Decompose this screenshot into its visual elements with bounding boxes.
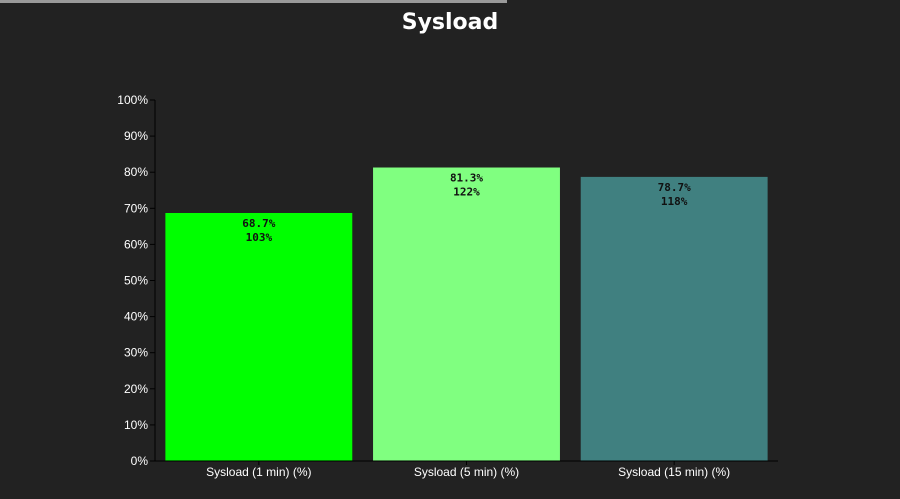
bars-group: 68.7%103% 81.3%122% 78.7%118%	[165, 167, 768, 461]
bar	[165, 212, 353, 461]
y-tick-label: 100%	[117, 93, 148, 107]
y-tick-label: 40%	[124, 310, 148, 324]
x-tick-label: Sysload (15 min) (%)	[618, 465, 730, 479]
y-tick-label: 70%	[124, 201, 148, 215]
bar-secondary-label: 122%	[453, 186, 480, 199]
y-axis: 0% 10% 20% 30% 40% 50% 60% 70% 80% 90% 100%	[117, 93, 156, 468]
bar	[373, 167, 560, 461]
y-tick-label: 30%	[124, 346, 148, 360]
chart-title: Sysload	[401, 10, 499, 35]
y-tick-label: 80%	[124, 165, 148, 179]
bar-secondary-label: 118%	[661, 195, 688, 208]
bar-value-label: 81.3%	[450, 172, 483, 185]
bar-value-label: 68.7%	[242, 217, 275, 230]
y-tick-label: 20%	[124, 382, 148, 396]
x-axis: Sysload (1 min) (%) Sysload (5 min) (%) Sy…	[155, 460, 778, 479]
y-tick-label: 10%	[124, 418, 148, 432]
bar	[580, 176, 768, 461]
x-tick-label: Sysload (5 min) (%)	[414, 465, 519, 479]
bar-secondary-label: 103%	[246, 231, 273, 244]
y-tick-label: 90%	[124, 129, 148, 143]
x-tick-label: Sysload (1 min) (%)	[206, 465, 311, 479]
y-tick-label: 60%	[124, 237, 148, 251]
bar-value-label: 78.7%	[658, 181, 691, 194]
y-tick-label: 50%	[124, 274, 148, 288]
y-tick-label: 0%	[131, 454, 149, 468]
loading-progress-bar	[0, 0, 507, 3]
